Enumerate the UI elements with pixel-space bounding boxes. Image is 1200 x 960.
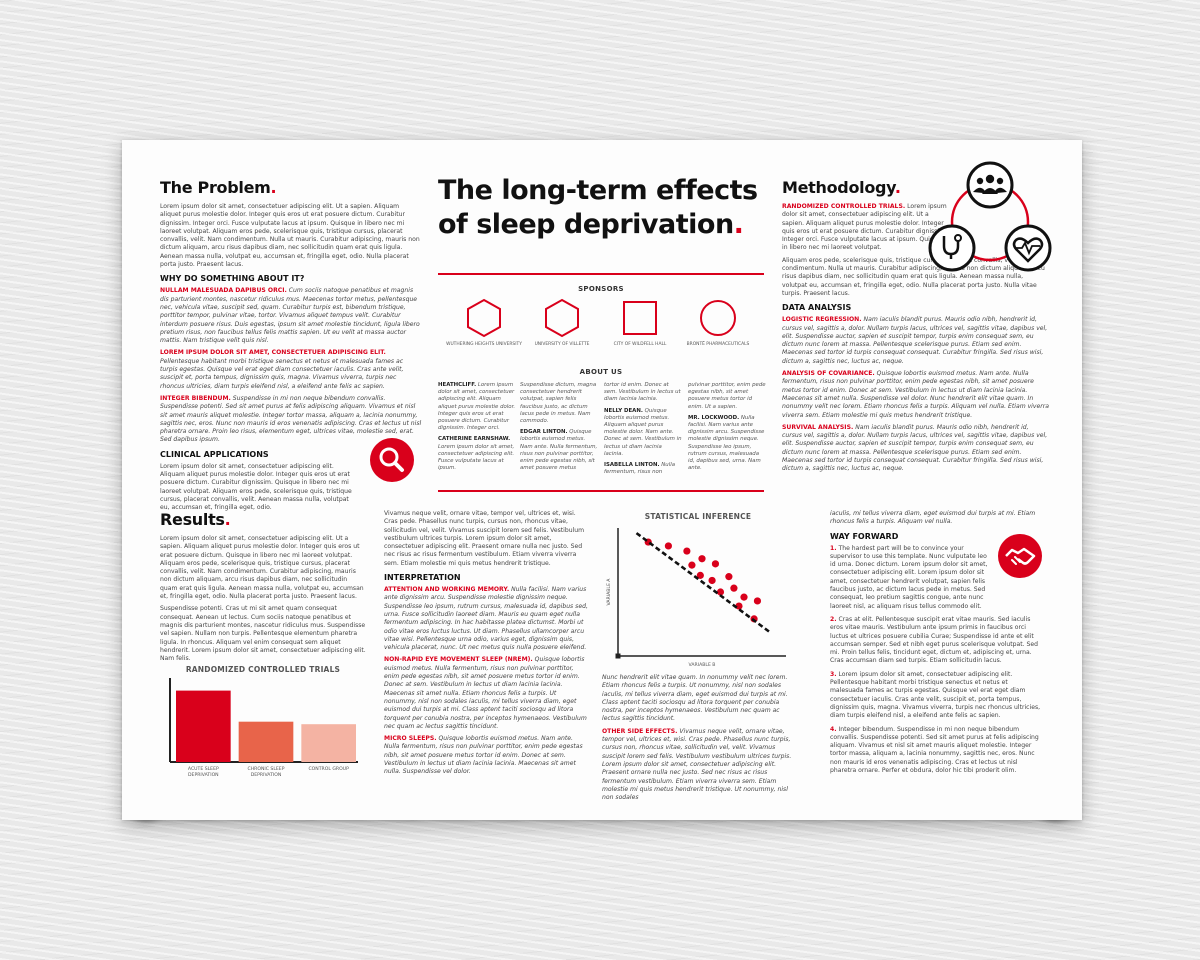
heart-pulse-icon [1004,224,1052,272]
wayforward-item-2: 2. Cras at elit. Pellentesque suscipit e… [830,615,1038,665]
wayforward-item-4: 4. Integer bibendum. Suspendisse in mi n… [830,725,1039,775]
wayforward-item-3: 3. Lorem ipsum dolor sit amet, consectet… [830,670,1041,720]
bar-category-label: DEPRIVATION [188,772,219,778]
results-heading: Results. [160,510,231,529]
scatter-chart: VARIABLE B VARIABLE A [606,528,786,668]
scatter-point [688,561,696,569]
about-entry: CATHERINE EARNSHAW. Lorem ipsum dolor si… [438,436,515,472]
wayforward-section: iaculis, mi tellus viverra diam, eget eu… [830,510,1042,780]
magnifier-icon [370,438,414,482]
scatter-point [664,542,672,550]
scatter-point [696,571,704,579]
bar-chart-title: RANDOMIZED CONTROLLED TRIALS [185,665,341,674]
axis-origin [615,653,621,659]
handshake-icon [998,534,1042,578]
about-column-3: tortor id enim. Donec at sem. Vestibulum… [604,382,682,480]
about-entry: ISABELLA LINTON. Nulla fermentum, risus … [604,462,676,476]
sponsor-2: UNIVERSITY OF VILLETTE [522,298,602,348]
scatter-point [683,547,691,555]
trend-line [635,532,770,633]
results-p1: Lorem ipsum dolor sit amet, consectetuer… [160,535,364,601]
about-entry: NELLY DEAN. Quisque lobortis euismod met… [604,407,682,457]
scatter-point [725,573,733,581]
analysis-item-1: LOGISTIC REGRESSION. Nam iaculis blandit… [782,316,1048,365]
why-item-3: INTEGER BIBENDUM. Suspendisse in mi non … [160,394,422,444]
clinical-heading: CLINICAL APPLICATIONS [160,449,269,459]
interpretation-heading: INTERPRETATION [384,573,461,583]
about-entry: tortor id enim. Donec at sem. Vestibulum… [604,382,681,403]
methodology-section: Methodology. RANDOMIZED CONTROLLED TRIAL… [782,178,1050,478]
wayforward-heading: WAY FORWARD [830,531,899,541]
about-column-4: pulvinar porttitor, enim pede egestas ni… [688,382,766,476]
scatter-point [698,555,706,563]
stat-section: Nunc hendrerit elit vitae quam. In nonum… [602,674,796,806]
about-column-1: HEATHCLIFF. Lorem ipsum dolor sit amet, … [438,382,516,476]
sponsor-4: BRONTË PHARMACEUTICALS [678,298,758,348]
methodology-intro: RANDOMIZED CONTROLLED TRIALS. Lorem ipsu… [782,203,947,252]
title-divider [438,273,764,275]
methodology-heading: Methodology. [782,178,901,197]
stethoscope-icon [928,224,976,272]
scatter-point [730,584,738,592]
interpretation-intro: Vivamus neque velit, ornare vitae, tempo… [384,510,585,567]
bar-category-label: ACUTE SLEEP [188,766,219,772]
why-heading: WHY DO SOMETHING ABOUT IT? [160,274,305,284]
bar-category-label: CHRONIC SLEEP [248,766,285,772]
about-entry: Suspendisse dictum, magna consectetuer h… [520,382,597,425]
about-entry: HEATHCLIFF. Lorem ipsum dolor sit amet, … [438,382,516,432]
scatter-point [708,576,716,585]
scatter-point [716,588,725,596]
why-item-2: LOREM IPSUM DOLOR SIT AMET, CONSECTETUER… [160,349,404,390]
bar [238,721,294,762]
scatter-point [735,602,743,610]
interpretation-item-3: MICRO SLEEPS. Quisque lobortis euismod m… [384,735,583,776]
bar-category-label: CONTROL GROUP [308,766,349,772]
methodology-intro-2: Aliquam eros pede, scelerisque quis, tri… [782,256,1045,297]
results-p2: Suspendisse potenti. Cras ut mi sit amet… [160,605,366,663]
hexagon-logo-icon [467,298,501,338]
circle-logo-icon [700,300,736,336]
bar [176,690,231,762]
about-entry: MR. LOCKWOOD. Nulla facilisi. Nam varius… [688,414,765,472]
about-entry: EDGAR LINTON. Quisque lobortis euismod m… [520,429,598,472]
wayforward-intro: iaculis, mi tellus viverra diam, eget eu… [830,510,1036,526]
sponsor-3: CITY OF WILDFELL HALL [600,298,680,348]
scatter-x-label: VARIABLE B [689,662,716,668]
interpretation-item-1: ATTENTION AND WORKING MEMORY. Nulla faci… [384,586,588,652]
analysis-heading: DATA ANALYSIS [782,303,852,313]
about-entry: pulvinar porttitor, enim pede egestas ni… [688,382,766,410]
poster: The Problem. Lorem ipsum dolor sit amet,… [122,140,1082,820]
scatter-y-label: VARIABLE A [606,578,612,606]
scatter-point [753,597,762,605]
bar [301,724,356,762]
interpretation-item-2: NON-RAPID EYE MOVEMENT SLEEP (NREM). Qui… [384,656,587,730]
about-heading: ABOUT US [579,368,623,376]
clinical-text: Lorem ipsum dolor sit amet, consectetuer… [160,462,352,512]
analysis-item-2: ANALYSIS OF COVARIANCE. Quisque lobortis… [782,370,1049,419]
bar-category-label: DEPRIVATION [251,772,282,778]
problem-heading: The Problem. [160,178,277,197]
hexagon-logo-icon [545,298,579,338]
poster-title: The long-term effects of sleep deprivati… [438,175,758,240]
wayforward-item-1: 1. The hardest part will be to convince … [830,544,988,610]
methodology-diagram [928,161,1052,272]
scatter-point [740,593,748,601]
problem-section: The Problem. Lorem ipsum dolor sit amet,… [160,178,422,517]
square-logo-icon [623,301,657,335]
scatter-chart-title: STATISTICAL INFERENCE [644,512,752,521]
problem-intro: Lorem ipsum dolor sit amet, consectetuer… [160,203,420,269]
stat-p1: Nunc hendrerit elit vitae quam. In nonum… [602,674,788,723]
group-icon [966,161,1014,209]
about-divider [438,490,764,492]
stat-side-effects: OTHER SIDE EFFECTS. Vivamus neque velit,… [602,727,792,802]
scatter-point [711,560,720,568]
interpretation-section: Vivamus neque velit, ornare vitae, tempo… [384,510,590,781]
sponsor-1: WUTHERING HEIGHTS UNIVERSITY [444,298,524,348]
about-column-2: Suspendisse dictum, magna consectetuer h… [520,382,598,476]
analysis-item-3: SURVIVAL ANALYSIS. Nam iaculis blandit p… [782,423,1048,473]
sponsors-heading: SPONSORS [578,285,624,293]
results-section: Results. Lorem ipsum dolor sit amet, con… [160,510,366,667]
why-item-1: NULLAM MALESUADA DAPIBUS ORCI. Cum socii… [160,287,420,345]
